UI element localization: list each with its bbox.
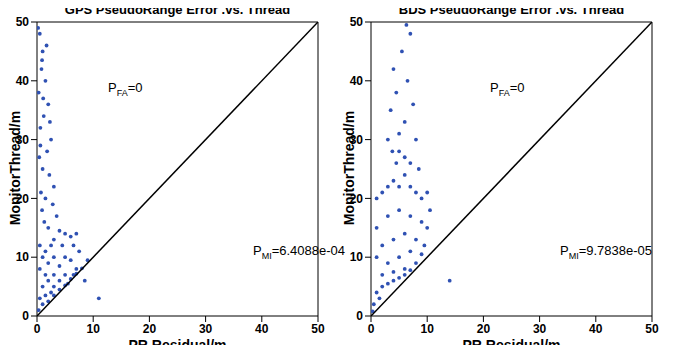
html-text:BDS PseudoRange Error .vs. Thr: BDS PseudoRange Error .vs. Thread: [398, 2, 625, 17]
svg-text:50: 50: [645, 322, 659, 336]
svg-text:10: 10: [350, 250, 364, 264]
svg-text:40: 40: [255, 322, 269, 336]
svg-text:20: 20: [143, 322, 157, 336]
svg-text:10: 10: [16, 250, 30, 264]
html-text:GPS PseudoRange Error .vs. Thr: GPS PseudoRange Error .vs. Thread: [64, 2, 291, 17]
svg-text:20: 20: [477, 322, 491, 336]
svg-text:30: 30: [199, 322, 213, 336]
svg-text:40: 40: [350, 74, 364, 88]
svg-text:10: 10: [87, 322, 101, 336]
svg-text:50: 50: [350, 15, 364, 29]
html-text:MonitorThread/m: MonitorThread/m: [341, 110, 357, 226]
svg-text:50: 50: [311, 322, 325, 336]
svg-text:0: 0: [356, 309, 363, 323]
html-text:PMI=9.7838e-05: PMI=9.7838e-05: [560, 243, 652, 261]
svg-text:40: 40: [16, 74, 30, 88]
svg-text:40: 40: [589, 322, 603, 336]
html-text:PR Residual/m: PR Residual/m: [462, 337, 561, 353]
svg-text:0: 0: [22, 309, 29, 323]
svg-text:30: 30: [533, 322, 547, 336]
svg-text:0: 0: [34, 322, 41, 336]
html-text:PFA=0: PFA=0: [108, 80, 143, 98]
svg-text:0: 0: [368, 322, 375, 336]
html-text:PFA=0: PFA=0: [490, 80, 525, 98]
svg-text:50: 50: [16, 15, 30, 29]
html-text:PR Residual/m: PR Residual/m: [128, 337, 227, 353]
svg-text:10: 10: [421, 322, 435, 336]
html-text:MonitorThread/m: MonitorThread/m: [7, 110, 23, 226]
html-text:PMI=6.4088e-04: PMI=6.4088e-04: [253, 243, 345, 261]
